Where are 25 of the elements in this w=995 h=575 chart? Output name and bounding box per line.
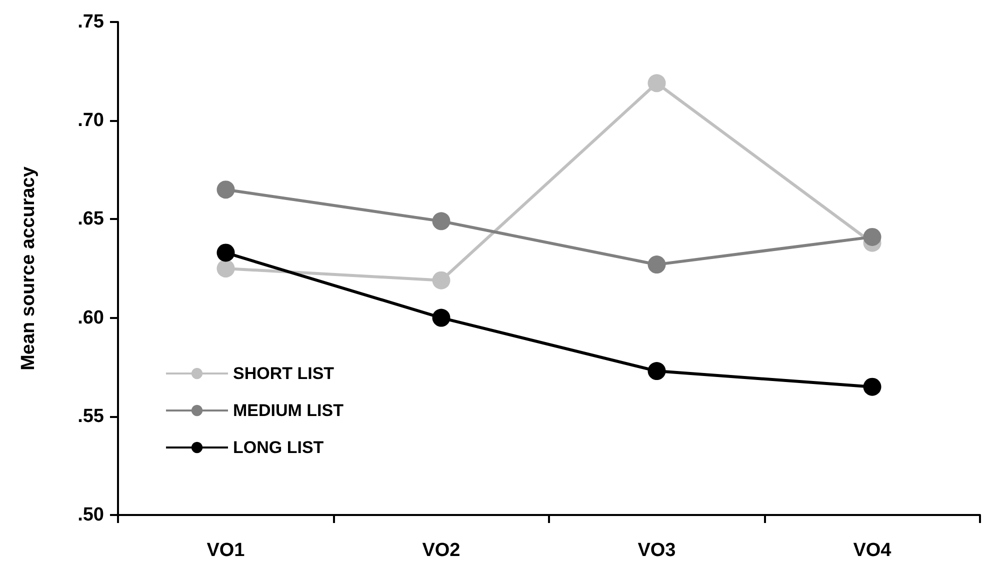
legend-label: SHORT LIST bbox=[233, 364, 335, 383]
y-tick-label: .70 bbox=[78, 110, 104, 132]
point bbox=[863, 228, 882, 246]
point bbox=[648, 362, 666, 380]
x-tick-label: VO1 bbox=[206, 540, 246, 561]
y-tick-label: .75 bbox=[78, 12, 104, 32]
point bbox=[863, 378, 882, 396]
y-axis-title: Mean source accuracy bbox=[18, 166, 39, 370]
point bbox=[432, 308, 450, 327]
x-tick-label: VO2 bbox=[422, 540, 460, 561]
y-tick-label: .50 bbox=[78, 504, 104, 526]
point bbox=[216, 260, 235, 278]
y-tick-label: .65 bbox=[78, 208, 104, 230]
legend-label: LONG LIST bbox=[233, 438, 324, 457]
point bbox=[216, 180, 235, 199]
x-tick-label: VO3 bbox=[638, 540, 676, 561]
y-tick-label: .60 bbox=[78, 307, 104, 328]
x-tick-label: VO4 bbox=[853, 540, 892, 561]
point bbox=[432, 271, 450, 290]
point bbox=[648, 256, 666, 274]
point bbox=[432, 212, 450, 230]
point bbox=[648, 74, 666, 92]
point bbox=[216, 244, 235, 262]
y-tick-label: .55 bbox=[78, 406, 104, 427]
legend-label: MEDIUM LIST bbox=[233, 401, 344, 420]
